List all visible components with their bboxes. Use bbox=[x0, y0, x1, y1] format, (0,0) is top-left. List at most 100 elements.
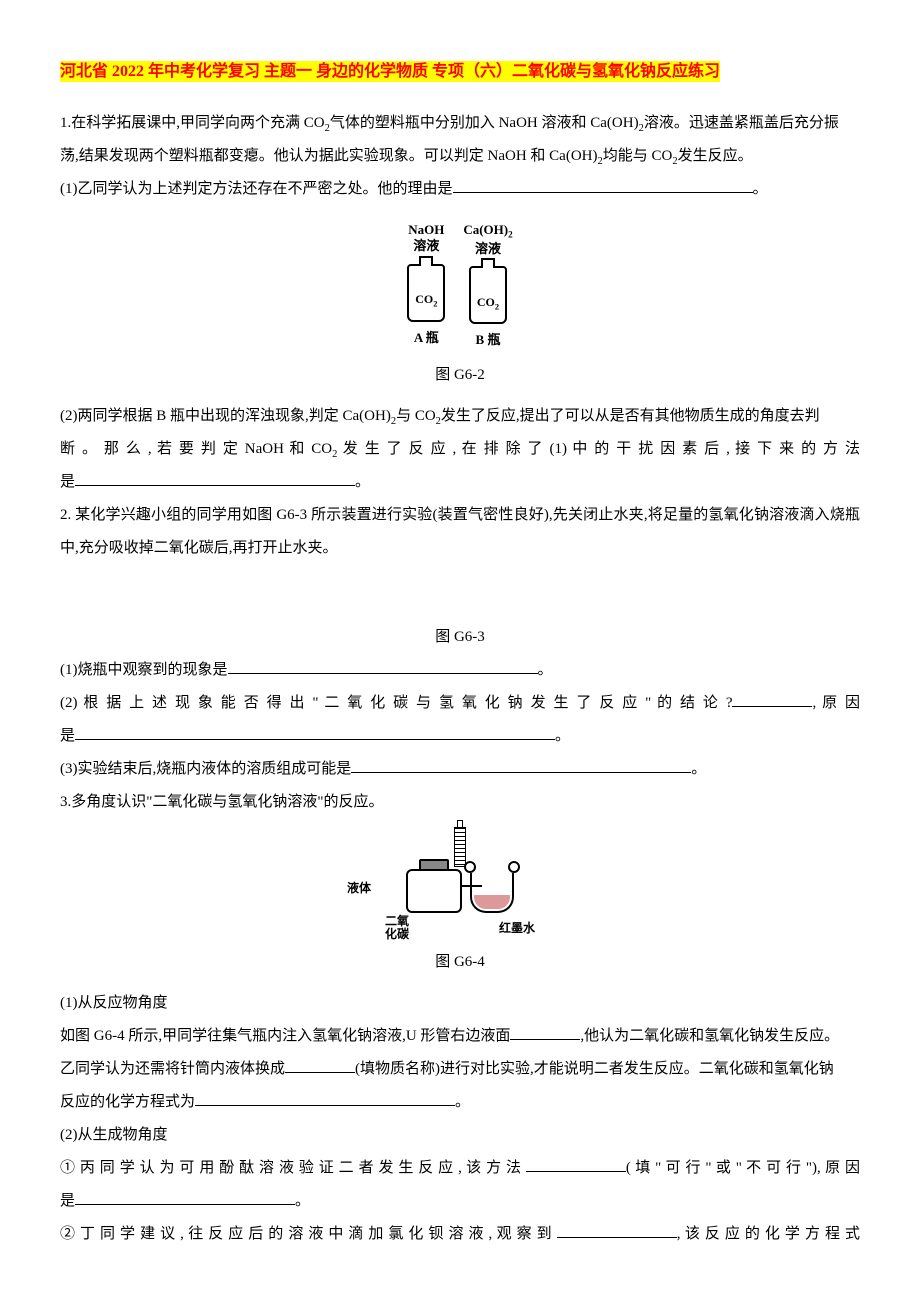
q2-p3-end: 。 bbox=[691, 761, 706, 777]
q1-p2-line1: (2)两同学根据 B 瓶中出现的浑浊现象,判定 Ca(OH)2与 CO2发生了反… bbox=[60, 400, 860, 433]
q3-p2-line2: 是。 bbox=[60, 1185, 860, 1218]
apparatus-g6-4: 液体 二氧 化碳 红墨水 bbox=[385, 827, 535, 941]
q1-p2-line3: 是。 bbox=[60, 466, 860, 499]
q3-p1-line2: 乙同学认为还需将针筒内液体换成 (填物质名称)进行对比实验,才能说明二者发生反应。… bbox=[60, 1053, 860, 1086]
blank bbox=[195, 1088, 455, 1106]
flask-body bbox=[406, 869, 462, 913]
q3-p1-head: (1)从反应物角度 bbox=[60, 987, 860, 1020]
label-co2-b: 化碳 bbox=[385, 927, 409, 941]
sub-2: 2 bbox=[495, 302, 499, 311]
blank bbox=[228, 656, 538, 674]
bottle-b-top: Ca(OH)2 溶液 bbox=[463, 222, 512, 256]
syringe-plunger bbox=[457, 820, 463, 828]
bottle-neck bbox=[419, 256, 433, 266]
bottle-a: NaOH 溶液 CO2 A 瓶 bbox=[407, 222, 445, 355]
fig-g6-3-caption: 图 G6-3 bbox=[60, 621, 860, 654]
bottle-a-top2: 溶液 bbox=[413, 238, 439, 253]
page-title-wrap: 河北省 2022 年中考化学复习 主题一 身边的化学物质 专项（六）二氧化碳与氢… bbox=[60, 54, 860, 89]
u-tube bbox=[470, 865, 514, 913]
q3-p1-d: (填物质名称)进行对比实验,才能说明二者发生反应。二氧化碳和氢氧化钠 bbox=[355, 1061, 834, 1077]
q3-p1-line3: 反应的化学方程式为 。 bbox=[60, 1086, 860, 1119]
q1-intro: 1.在科学拓展课中,甲同学向两个充满 CO2气体的塑料瓶中分别加入 NaOH 溶… bbox=[60, 107, 860, 140]
q2-p2-c: 是 bbox=[60, 728, 75, 744]
q3-p1-e: 反应的化学方程式为 bbox=[60, 1094, 195, 1110]
q3-p3: ② 丁 同 学 建 议 , 往 反 应 后 的 溶 液 中 滴 加 氯 化 钡 … bbox=[60, 1218, 860, 1251]
bottle-a-inner: CO2 bbox=[409, 286, 443, 314]
u-ball-left bbox=[464, 861, 476, 873]
figure-g6-4: 液体 二氧 化碳 红墨水 bbox=[60, 827, 860, 978]
bottle-row: NaOH 溶液 CO2 A 瓶 Ca(OH)2 溶液 CO2 B 瓶 bbox=[407, 222, 512, 355]
q1-p2-b: 与 CO bbox=[396, 408, 436, 424]
q2-p2-line2: 是。 bbox=[60, 720, 860, 753]
q1-p2-c: 发生了反应,提出了可以从是否有其他物质生成的角度去判 bbox=[441, 408, 820, 424]
bottle-a-gas: CO bbox=[415, 292, 433, 306]
blank bbox=[75, 468, 355, 486]
bottle-a-body: CO2 bbox=[407, 264, 445, 322]
q2-p1-end: 。 bbox=[538, 662, 553, 678]
label-liquid: 液体 bbox=[347, 875, 371, 901]
bottle-b-body: CO2 bbox=[469, 266, 507, 324]
bottle-b-top1: Ca(OH) bbox=[463, 222, 508, 237]
q1-p2-e: 发 生 了 反 应 , 在 排 除 了 (1) 中 的 干 扰 因 素 后 , … bbox=[337, 441, 860, 457]
sub-2: 2 bbox=[508, 230, 513, 240]
q2-p1: (1)烧瓶中观察到的现象是 。 bbox=[60, 654, 860, 687]
u-path bbox=[470, 873, 514, 913]
q1-p2-line2: 断 。 那 么 , 若 要 判 定 NaOH 和 CO2 发 生 了 反 应 ,… bbox=[60, 433, 860, 466]
q1-p2-g: 。 bbox=[355, 474, 370, 490]
bottle-b-top2: 溶液 bbox=[475, 241, 501, 256]
label-ink: 红墨水 bbox=[499, 915, 535, 941]
figure-g6-2: NaOH 溶液 CO2 A 瓶 Ca(OH)2 溶液 CO2 B 瓶 图 G6-… bbox=[60, 214, 860, 392]
blank bbox=[75, 722, 555, 740]
syringe-icon bbox=[454, 827, 466, 867]
label-co2: 二氧 化碳 bbox=[385, 915, 409, 941]
blank bbox=[351, 755, 691, 773]
q3-p1-a: 如图 G6-4 所示,甲同学往集气瓶内注入氢氧化钠溶液,U 形管右边液面 bbox=[60, 1028, 510, 1044]
q3-p3-b: , 该 反 应 的 化 学 方 程 式 bbox=[677, 1226, 860, 1242]
q3-p2-d: 。 bbox=[295, 1193, 310, 1209]
q1-p1: (1)乙同学认为上述判定方法还存在不严密之处。他的理由是 。 bbox=[60, 173, 860, 206]
u-liquid bbox=[474, 895, 510, 909]
q3-p2-a: ① 丙 同 学 认 为 可 用 酚 酞 溶 液 验 证 二 者 发 生 反 应 … bbox=[60, 1160, 526, 1176]
sub-2: 2 bbox=[433, 299, 437, 308]
q3-p2-line1: ① 丙 同 学 认 为 可 用 酚 酞 溶 液 验 证 二 者 发 生 反 应 … bbox=[60, 1152, 860, 1185]
page-title: 河北省 2022 年中考化学复习 主题一 身边的化学物质 专项（六）二氧化碳与氢… bbox=[60, 61, 720, 82]
blank bbox=[557, 1220, 677, 1238]
q1-intro-c: 溶液。迅速盖紧瓶盖后充分振 bbox=[644, 115, 839, 131]
q2-intro: 2. 某化学兴趣小组的同学用如图 G6-3 所示装置进行实验(装置气密性良好),… bbox=[60, 499, 860, 565]
q2-p2-b: , 原 因 bbox=[812, 695, 860, 711]
q1-p1-text: (1)乙同学认为上述判定方法还存在不严密之处。他的理由是 bbox=[60, 181, 453, 197]
blank bbox=[75, 1187, 295, 1205]
blank bbox=[285, 1055, 355, 1073]
q1-intro-f: 发生反应。 bbox=[678, 148, 753, 164]
q1-intro-d: 荡,结果发现两个塑料瓶都变瘪。他认为据此实验现象。可以判定 NaOH 和 Ca(… bbox=[60, 148, 597, 164]
q1-intro-2: 荡,结果发现两个塑料瓶都变瘪。他认为据此实验现象。可以判定 NaOH 和 Ca(… bbox=[60, 140, 860, 173]
blank bbox=[453, 175, 753, 193]
apparatus-labels: 二氧 化碳 红墨水 bbox=[385, 915, 535, 941]
q1-p2-f: 是 bbox=[60, 474, 75, 490]
q3-p1-f: 。 bbox=[455, 1094, 470, 1110]
blank bbox=[526, 1154, 626, 1172]
q1-intro-b: 气体的塑料瓶中分别加入 NaOH 溶液和 Ca(OH) bbox=[330, 115, 639, 131]
q3-intro: 3.多角度认识"二氧化碳与氢氧化钠溶液"的反应。 bbox=[60, 786, 860, 819]
q3-p1-b: ,他认为二氧化碳和氢氧化钠发生反应。 bbox=[580, 1028, 839, 1044]
q1-p2-a: (2)两同学根据 B 瓶中出现的浑浊现象,判定 Ca(OH) bbox=[60, 408, 391, 424]
q1-p2-d: 断 。 那 么 , 若 要 判 定 NaOH 和 CO bbox=[60, 441, 332, 457]
q3-p2-c: 是 bbox=[60, 1193, 75, 1209]
blank bbox=[732, 689, 812, 707]
u-ball-right bbox=[508, 861, 520, 873]
q2-p1-text: (1)烧瓶中观察到的现象是 bbox=[60, 662, 228, 678]
bottle-b-label: B 瓶 bbox=[476, 326, 501, 355]
q3-p2-head: (2)从生成物角度 bbox=[60, 1119, 860, 1152]
bottle-b-gas: CO bbox=[477, 295, 495, 309]
q3-p2-b: ( 填 " 可 行 " 或 " 不 可 行 "), 原 因 bbox=[626, 1160, 860, 1176]
bottle-b: Ca(OH)2 溶液 CO2 B 瓶 bbox=[463, 222, 512, 355]
flask-cap bbox=[419, 859, 449, 871]
bottle-a-top1: NaOH bbox=[408, 222, 444, 237]
q3-p1-c: 乙同学认为还需将针筒内液体换成 bbox=[60, 1061, 285, 1077]
bottle-a-top: NaOH 溶液 bbox=[408, 222, 444, 253]
blank bbox=[510, 1022, 580, 1040]
flask-utube-combo bbox=[406, 865, 514, 913]
fig-g6-2-caption: 图 G6-2 bbox=[60, 359, 860, 392]
fig-g6-4-caption: 图 G6-4 bbox=[60, 946, 860, 979]
q1-p1-end: 。 bbox=[753, 181, 768, 197]
